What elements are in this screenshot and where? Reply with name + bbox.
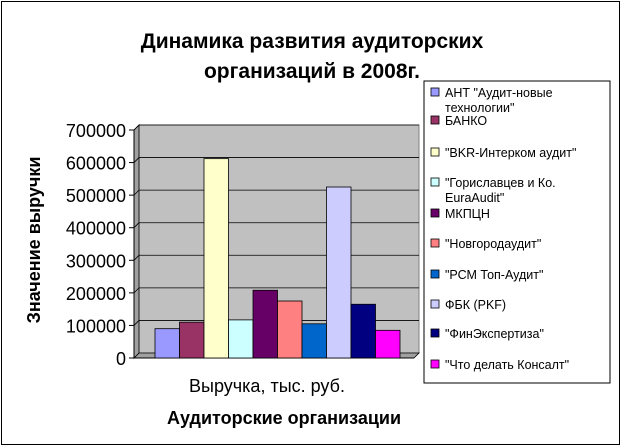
legend-swatch — [430, 115, 440, 125]
gridline-depth — [133, 189, 140, 196]
bar — [154, 328, 180, 359]
bar — [326, 186, 352, 359]
legend-swatch — [430, 359, 440, 369]
legend-swatch — [430, 87, 440, 97]
y-tick-label: 400000 — [66, 219, 126, 239]
legend-label: "РСМ Топ-Аудит" — [445, 268, 543, 282]
legend-label: ФБК (PKF) — [445, 298, 506, 312]
legend-label: "Гориславцев и Ко. EuraAudit" — [445, 176, 556, 205]
gridline-depth — [133, 124, 140, 131]
legend-label-line: БАНКО — [445, 114, 487, 128]
y-axis-title: Значение выручки — [24, 157, 44, 324]
legend-label-line: технологии" — [445, 101, 514, 115]
y-tick-label: 600000 — [66, 154, 126, 174]
gridline-depth — [133, 255, 140, 261]
legend-label-line: EuraAudit" — [445, 191, 504, 205]
gridline-depth — [133, 320, 140, 326]
gridline-depth — [133, 287, 140, 294]
legend-label: "ФинЭкспертиза" — [445, 327, 544, 341]
legend-swatch — [430, 208, 440, 218]
legend-label: "BKR-Интерком аудит" — [445, 146, 576, 160]
legend-label-line: "Новгородаудит" — [445, 237, 541, 251]
legend-label: БАНКО — [445, 114, 487, 128]
legend-swatch — [430, 147, 440, 157]
bar — [203, 158, 229, 359]
legend-label-line: АНТ "Аудит-новые — [445, 86, 553, 100]
y-tick-label: 0 — [116, 349, 126, 369]
x-axis-title: Аудиторские организации — [167, 408, 401, 428]
y-tick-label: 300000 — [66, 251, 126, 271]
legend-swatch — [430, 328, 440, 338]
bar — [375, 329, 401, 359]
legend-label: "Новгородаудит" — [445, 237, 541, 251]
legend-label-line: ФБК (PKF) — [445, 298, 506, 312]
y-tick-label: 100000 — [66, 316, 126, 336]
legend-label-line: МКПЦН — [445, 207, 490, 221]
gridline-depth — [133, 157, 140, 163]
bar — [277, 300, 303, 359]
legend-label: МКПЦН — [445, 207, 490, 221]
gridline-depth — [133, 222, 140, 228]
legend-box — [423, 80, 611, 384]
x-category-label: Выручка, тыс. руб. — [189, 376, 345, 396]
legend-swatch — [430, 299, 440, 309]
legend-label-line: "РСМ Топ-Аудит" — [445, 268, 543, 282]
chart-title-line-2: организаций в 2008г. — [204, 60, 420, 83]
bar — [179, 321, 205, 359]
bar — [350, 303, 376, 359]
bar — [301, 323, 327, 359]
legend-label-line: "ФинЭкспертиза" — [445, 327, 544, 341]
legend-label: АНТ "Аудит-новые технологии" — [445, 86, 553, 115]
legend-label: "Что делать Консалт" — [445, 358, 569, 372]
legend-swatch — [430, 238, 440, 248]
legend-swatch — [430, 177, 440, 187]
bar — [228, 319, 254, 359]
y-tick-label: 200000 — [66, 284, 126, 304]
chart-title-line-1: Динамика развития аудиторских — [141, 30, 484, 53]
legend-label-line: "Гориславцев и Ко. — [445, 176, 556, 190]
y-tick-label: 500000 — [66, 186, 126, 206]
legend-label-line: "BKR-Интерком аудит" — [445, 146, 576, 160]
y-tick-label: 700000 — [66, 121, 126, 141]
legend-label-line: "Что делать Консалт" — [445, 358, 569, 372]
bar — [252, 289, 278, 359]
legend-swatch — [430, 269, 440, 279]
